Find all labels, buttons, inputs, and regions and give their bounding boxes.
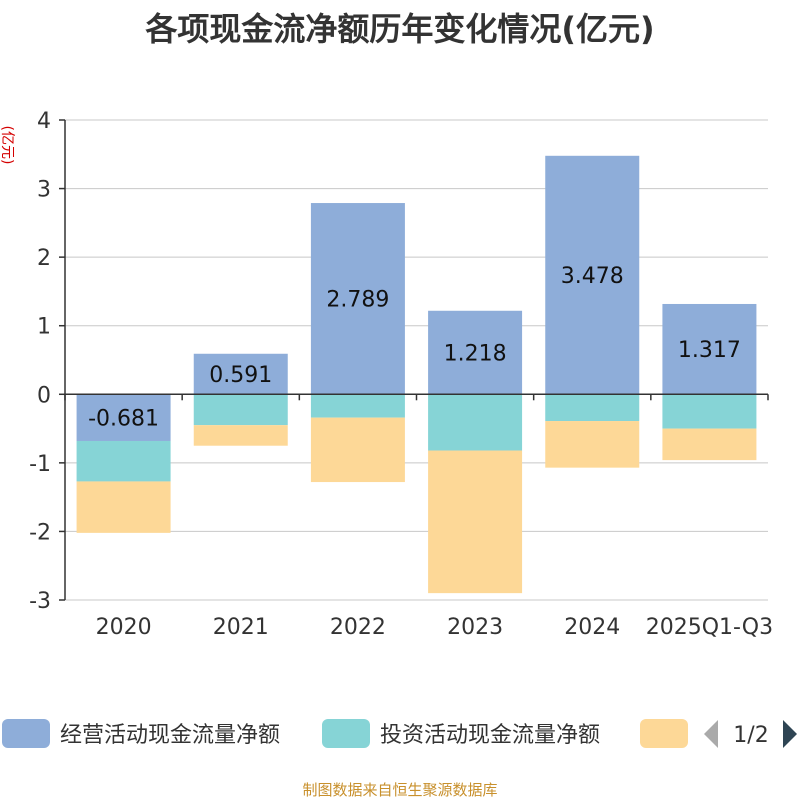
data-label-2024: 3.478 bbox=[561, 264, 624, 289]
legend-swatch[interactable] bbox=[640, 719, 688, 748]
y-tick-label: 4 bbox=[37, 109, 51, 134]
bar-investing-2022 bbox=[310, 394, 405, 418]
y-tick-label: 2 bbox=[37, 246, 51, 271]
x-tick-label: 2024 bbox=[564, 615, 620, 640]
legend-swatch[interactable] bbox=[322, 719, 370, 748]
chart-title: 各项现金流净额历年变化情况(亿元) bbox=[145, 10, 655, 48]
y-tick-label: 0 bbox=[37, 383, 51, 408]
bar-investing-2020 bbox=[76, 440, 171, 482]
legend-prev-icon[interactable] bbox=[704, 720, 718, 748]
bar-series3-2021 bbox=[193, 425, 288, 446]
bar-investing-2021 bbox=[193, 394, 288, 426]
axes: -3 -2 -1 0 1 2 3 4 (亿元) 2020 2021 2022 2023 2024 2025Q… bbox=[0, 109, 773, 640]
x-tick-label: 2021 bbox=[213, 615, 269, 640]
y-tick-label: 1 bbox=[37, 315, 51, 340]
bar-operating-2024 bbox=[545, 155, 640, 395]
data-label-2025Q1-Q3: 1.317 bbox=[678, 338, 741, 363]
x-tick-label: 2020 bbox=[96, 615, 152, 640]
bar-investing-2025Q1-Q3 bbox=[662, 394, 757, 429]
bar-operating-2021 bbox=[193, 353, 288, 395]
data-label-2020: -0.681 bbox=[88, 407, 159, 432]
bar-operating-2025Q1-Q3 bbox=[662, 303, 757, 395]
legend-label[interactable]: 投资活动现金流量净额 bbox=[380, 723, 600, 748]
bar-series3-2024 bbox=[545, 421, 640, 468]
x-tick-label: 2022 bbox=[330, 615, 386, 640]
x-tick-label: 2025Q1-Q3 bbox=[646, 615, 773, 640]
bars bbox=[76, 155, 757, 594]
bar-operating-2023 bbox=[428, 310, 523, 395]
x-tick-label: 2023 bbox=[447, 615, 503, 640]
legend[interactable]: 经营活动现金流量净额 投资活动现金流量净额 1/2 bbox=[2, 719, 797, 748]
gridlines bbox=[65, 119, 768, 601]
bar-operating-2022 bbox=[310, 203, 405, 395]
data-label-2023: 1.218 bbox=[444, 342, 507, 367]
source-note: 制图数据来自恒生聚源数据库 bbox=[302, 781, 498, 799]
y-tick-label: -3 bbox=[29, 589, 51, 614]
data-label-2022: 2.789 bbox=[326, 288, 389, 313]
data-labels: -0.681 0.591 2.789 1.218 3.478 1.317 bbox=[88, 264, 741, 432]
y-tick-label: -2 bbox=[29, 520, 51, 545]
bar-series3-2023 bbox=[428, 450, 523, 594]
legend-label[interactable]: 经营活动现金流量净额 bbox=[60, 723, 280, 748]
bar-series3-2025Q1-Q3 bbox=[662, 428, 757, 461]
legend-next-icon[interactable] bbox=[783, 720, 797, 748]
data-label-2021: 0.591 bbox=[209, 363, 272, 388]
y-tick-label: 3 bbox=[37, 178, 51, 203]
bar-investing-2024 bbox=[545, 394, 640, 422]
bar-series3-2020 bbox=[76, 481, 171, 533]
bar-operating-2020 bbox=[76, 394, 171, 441]
bar-series3-2022 bbox=[310, 417, 405, 483]
legend-page-indicator: 1/2 bbox=[733, 723, 768, 748]
y-tick-label: -1 bbox=[29, 452, 51, 477]
bar-investing-2023 bbox=[428, 394, 523, 451]
legend-swatch[interactable] bbox=[2, 719, 50, 748]
y-axis-unit-label: (亿元) bbox=[0, 126, 15, 165]
